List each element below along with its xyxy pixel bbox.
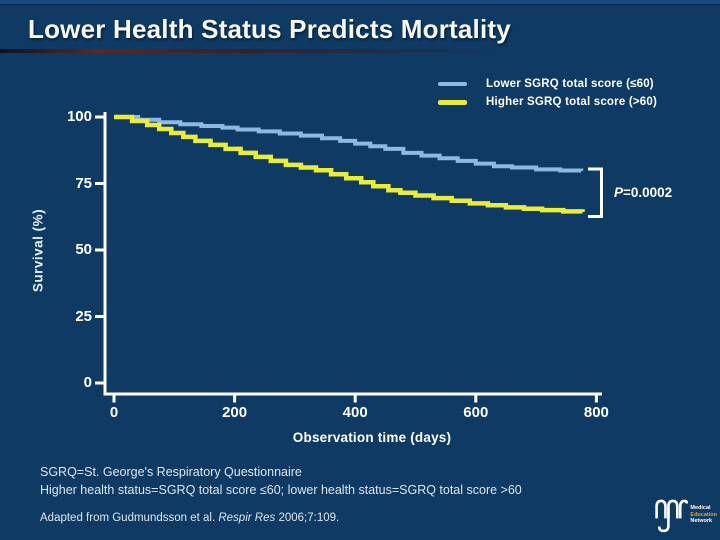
citation-journal: Respir Res: [218, 512, 276, 524]
y-tick-label: 100: [66, 108, 92, 125]
footnote-line-1: SGRQ=St. George's Respiratory Questionna…: [40, 465, 302, 479]
slide-top-edge-shadow: [0, 4, 720, 5]
y-tick-label: 50: [75, 241, 92, 258]
p-value-symbol: P: [614, 185, 624, 200]
title-underline: [0, 49, 545, 53]
logo-word-medical: Medical: [690, 505, 711, 512]
legend-item-lower-sgrq: Lower SGRQ total score (≤60): [438, 75, 657, 93]
x-tick-label: 400: [342, 404, 368, 421]
footnote-line-2: Higher health status=SGRQ total score ≤6…: [40, 483, 522, 497]
y-tick-label: 0: [83, 374, 92, 391]
legend-line-swatch-higher: [438, 99, 467, 105]
x-tick-label: 800: [583, 404, 609, 421]
chart-legend: Lower SGRQ total score (≤60) Higher SGRQ…: [438, 75, 657, 111]
footnotes: SGRQ=St. George's Respiratory Questionna…: [40, 463, 522, 499]
y-axis-title: Survival (%): [30, 208, 46, 293]
citation: Adapted from Gudmundsson et al. Respir R…: [40, 512, 339, 524]
legend-label-lower: Lower SGRQ total score (≤60): [486, 78, 654, 90]
x-tick-label: 600: [463, 404, 489, 421]
legend-line-swatch-lower: [438, 82, 467, 86]
logo-words: Medical Education Network: [690, 505, 717, 525]
p-value-annotation: P=0.0002: [614, 185, 672, 200]
legend-item-higher-sgrq: Higher SGRQ total score (>60): [438, 93, 657, 111]
curve-higher-sgrq: [114, 114, 585, 214]
legend-label-higher: Higher SGRQ total score (>60): [486, 96, 657, 108]
logo-word-network: Network: [690, 518, 713, 525]
x-tick-label: 0: [109, 404, 119, 421]
citation-prefix: Adapted from Gudmundsson et al.: [40, 512, 219, 524]
p-value-bracket: [588, 167, 603, 218]
logo-word-education: Education: [690, 511, 717, 518]
logo-glyph-icon: [655, 499, 689, 533]
x-axis-title: Observation time (days): [292, 430, 452, 445]
curve-lower-sgrq: [114, 115, 584, 173]
slide-top-edge: [0, 0, 720, 4]
medical-education-network-logo: Medical Education Network: [654, 495, 717, 535]
p-value-number: =0.0002: [623, 185, 673, 200]
x-tick-label: 200: [222, 404, 248, 421]
y-tick-label: 75: [75, 174, 92, 192]
citation-suffix: 2006;7:109.: [275, 512, 340, 524]
page-title: Lower Health Status Predicts Mortality: [28, 14, 511, 44]
y-tick-label: 25: [75, 307, 92, 325]
